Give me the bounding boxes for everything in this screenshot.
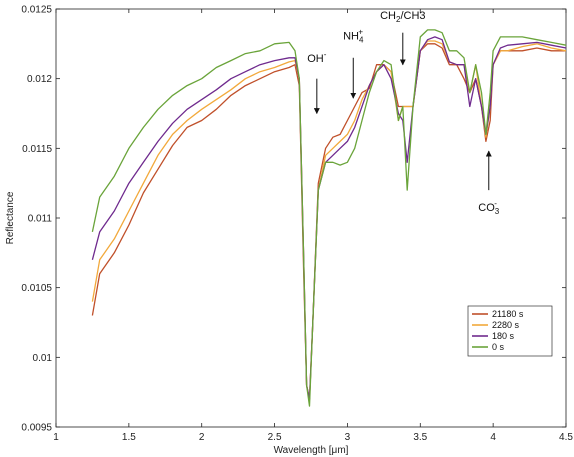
series-layer [91,29,567,407]
annotations: OH- NH4+ CH2/CH3 CO3- [307,10,500,216]
x-tick-label: 4.5 [559,432,573,443]
annotation-label: CH2/CH3 [380,10,425,24]
x-tick-label: 3.5 [413,432,427,443]
x-tick-label: 2.5 [268,432,282,443]
legend-entry: 2280 s [492,320,520,330]
series-line-180-s [91,36,567,400]
y-tick-label: 0.0115 [22,144,52,155]
y-tick-label: 0.0095 [21,423,52,434]
x-tick-label: 1.5 [122,432,136,443]
legend-entry: 0 s [492,342,505,352]
y-axis: 0.0095 0.01 0.0105 0.011 0.0115 0.012 0.0125 [21,5,566,434]
x-axis-title: Wavelength [μm] [274,445,349,456]
annotation-label: OH- [307,50,327,65]
y-tick-label: 0.0125 [21,5,52,16]
y-tick-label: 0.0105 [21,283,52,294]
x-tick-label: 2 [199,432,205,443]
x-tick-label: 3 [345,432,351,443]
x-axis: 1 1.5 2 2.5 3 3.5 4 4.5 [53,9,573,443]
y-tick-label: 0.01 [33,353,53,364]
y-tick-label: 0.012 [27,74,52,85]
y-axis-title: Reflectance [5,191,16,244]
x-tick-label: 4 [490,432,496,443]
x-tick-label: 1 [53,432,59,443]
annotation-label: CO3- [478,199,500,216]
annotation-label: NH4+ [343,28,364,45]
series-line-0-s [91,29,567,407]
legend-entry: 180 s [492,331,515,341]
legend-entry: 21180 s [492,309,524,319]
y-tick-label: 0.011 [28,214,53,225]
